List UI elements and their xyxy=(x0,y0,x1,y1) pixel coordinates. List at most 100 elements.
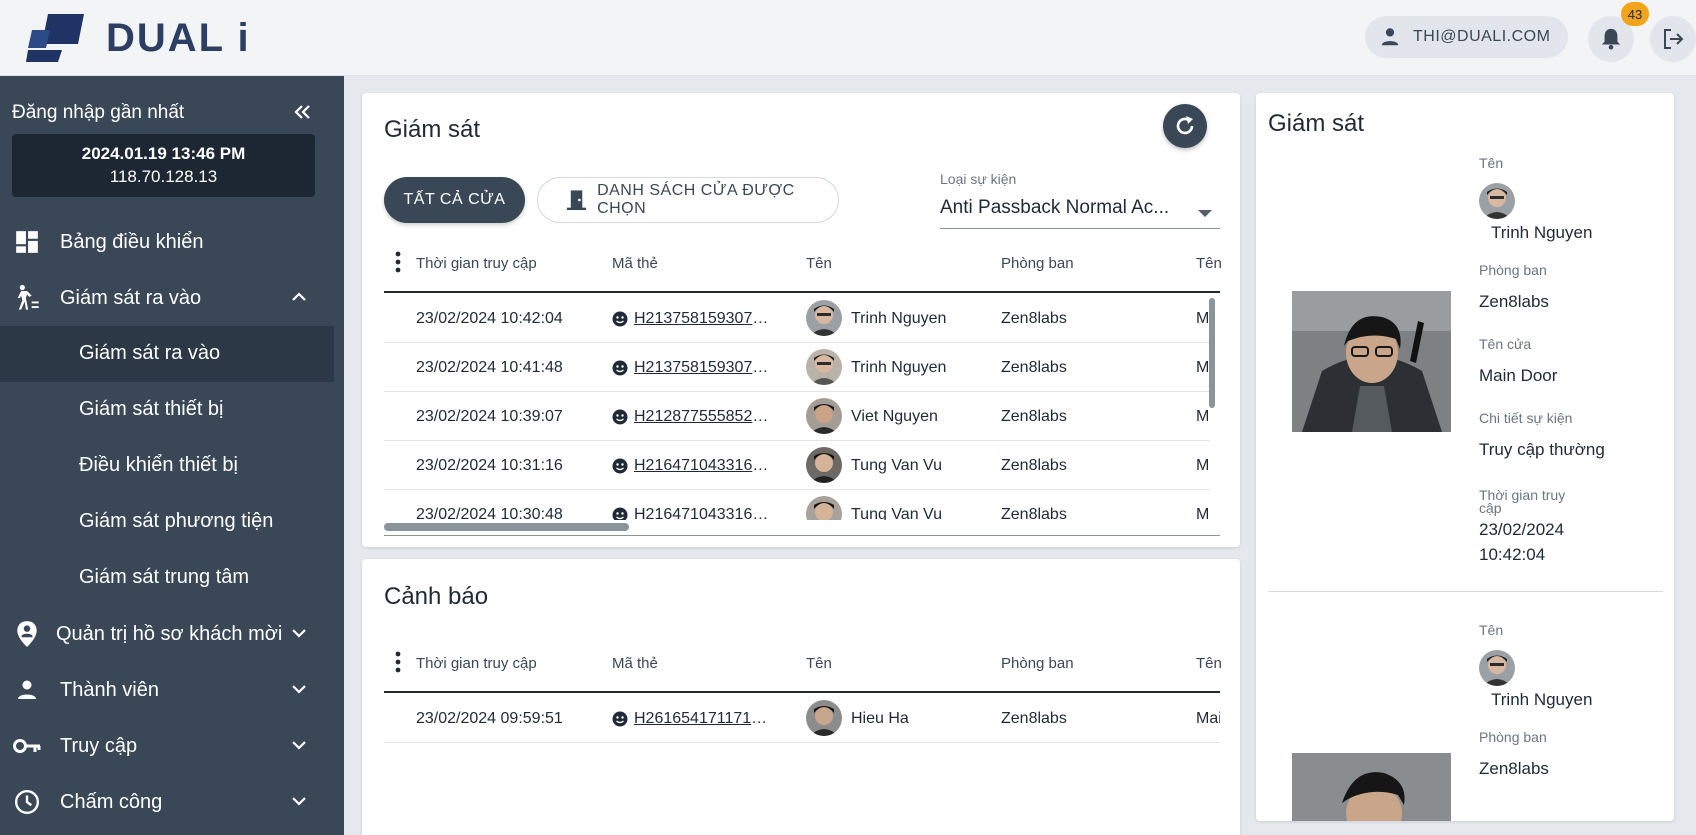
horizontal-scrollbar[interactable] xyxy=(384,523,629,531)
cell-name: Hieu Ha xyxy=(851,710,909,727)
avatar xyxy=(806,300,842,336)
avatar xyxy=(1479,183,1515,219)
vertical-scrollbar[interactable] xyxy=(1209,298,1215,408)
face-capture-photo xyxy=(1292,753,1451,821)
column-header-door[interactable]: Tên xyxy=(1196,255,1222,272)
sidebar-subitem-center-monitoring[interactable]: Giám sát trung tâm xyxy=(0,550,334,606)
brand-logo[interactable]: DUAL i xyxy=(26,14,251,62)
alert-table: Thời gian truy cập Mã thẻ Tên Phòng ban … xyxy=(384,637,1222,767)
table-header: Thời gian truy cập Mã thẻ Tên Phòng ban … xyxy=(384,637,1222,693)
table-row[interactable]: 23/02/2024 10:39:07 H2128775558524… Viet… xyxy=(384,392,1210,441)
column-header-department[interactable]: Phòng ban xyxy=(1001,655,1074,672)
sidebar-subitem-device-control[interactable]: Điều khiển thiết bị xyxy=(0,438,334,494)
avatar xyxy=(806,349,842,385)
sidebar-subitem-device-monitoring[interactable]: Giám sát thiết bị xyxy=(0,382,334,438)
column-header-time[interactable]: Thời gian truy cập xyxy=(416,655,537,672)
card-id-link[interactable]: H2616541711710… xyxy=(634,710,774,727)
detail-department: Zen8labs xyxy=(1479,759,1549,778)
cell-card: H2164710433164… xyxy=(612,506,774,520)
cell-card: H2137581593078… xyxy=(612,310,774,328)
sidebar-item-timekeeping[interactable]: Chấm công xyxy=(0,774,334,830)
face-capture-photo xyxy=(1292,291,1451,432)
chevron-down-icon xyxy=(290,736,308,759)
cell-card: H2164710433164… xyxy=(612,457,774,475)
collapse-sidebar-button[interactable] xyxy=(292,102,312,127)
face-icon xyxy=(612,360,628,376)
cell-door: M xyxy=(1196,359,1210,376)
table-row[interactable]: 23/02/2024 10:31:16 H2164710433164… Tung… xyxy=(384,441,1210,490)
avatar xyxy=(1479,650,1515,686)
detail-time-clock: 10:42:04 xyxy=(1479,545,1546,564)
column-header-time[interactable]: Thời gian truy cập xyxy=(416,255,537,272)
table-row[interactable]: 23/02/2024 10:30:48 H2164710433164… Tung… xyxy=(384,490,1210,520)
cell-department: Zen8labs xyxy=(1001,408,1067,425)
detail-event-label: Chi tiết sự kiện xyxy=(1479,410,1573,426)
card-id-link[interactable]: H2164710433164… xyxy=(634,506,774,520)
detail-time-date: 23/02/2024 xyxy=(1479,520,1565,539)
detail-name-label: Tên xyxy=(1479,622,1504,638)
chevron-up-icon xyxy=(290,288,308,311)
sidebar-subitem-label: Giám sát phương tiện xyxy=(79,510,274,532)
alert-panel: Cảnh báo Thời gian truy cập Mã thẻ Tên P… xyxy=(362,559,1240,835)
avatar xyxy=(806,398,842,434)
clock-icon xyxy=(13,788,41,816)
logout-icon xyxy=(1664,29,1684,49)
panel-title: Giám sát xyxy=(1268,110,1365,137)
cell-time: 23/02/2024 10:42:04 xyxy=(416,310,563,327)
cell-time: 23/02/2024 10:41:48 xyxy=(416,359,563,376)
table-row[interactable]: 23/02/2024 09:59:51 H2616541711710… Hieu… xyxy=(384,694,1220,743)
column-header-name[interactable]: Tên xyxy=(806,655,832,672)
cell-door: Mai xyxy=(1196,710,1220,727)
detail-name: Trinh Nguyen xyxy=(1491,690,1593,709)
detail-department-label: Phòng ban xyxy=(1479,729,1547,745)
event-type-value: Anti Passback Normal Ac... xyxy=(940,197,1170,218)
cell-department: Zen8labs xyxy=(1001,710,1067,727)
event-type-label: Loại sự kiện xyxy=(940,171,1017,187)
avatar xyxy=(806,496,842,520)
column-header-department[interactable]: Phòng ban xyxy=(1001,255,1074,272)
detail-department: Zen8labs xyxy=(1479,292,1549,311)
cell-department: Zen8labs xyxy=(1001,359,1067,376)
cell-name: Viet Nguyen xyxy=(851,408,938,425)
card-id-link[interactable]: H2128775558524… xyxy=(634,408,774,425)
sidebar-item-dashboard[interactable]: Bảng điều khiển xyxy=(0,214,334,270)
refresh-button[interactable] xyxy=(1163,104,1207,148)
sidebar-item-members[interactable]: Thành viên xyxy=(0,662,334,718)
sidebar-item-access-monitoring[interactable]: Giám sát ra vào xyxy=(0,270,334,326)
table-row[interactable]: 23/02/2024 10:42:04 H2137581593078… Trin… xyxy=(384,294,1210,343)
all-doors-button[interactable]: TẤT CẢ CỬA xyxy=(384,177,525,223)
card-id-link[interactable]: H2137581593078… xyxy=(634,359,774,376)
detail-name: Trinh Nguyen xyxy=(1491,223,1593,242)
detail-department-label: Phòng ban xyxy=(1479,262,1547,278)
selected-doors-label: DANH SÁCH CỬA ĐƯỢC CHỌN xyxy=(597,182,795,217)
avatar xyxy=(806,447,842,483)
brand-name: DUAL i xyxy=(106,16,251,60)
sidebar-item-access[interactable]: Truy cập xyxy=(0,718,334,774)
card-id-link[interactable]: H2164710433164… xyxy=(634,457,774,474)
person-icon xyxy=(13,676,41,704)
table-header: Thời gian truy cập Mã thẻ Tên Phòng ban … xyxy=(384,237,1222,293)
face-icon xyxy=(612,409,628,425)
sidebar-item-guest-profiles[interactable]: Quản trị hồ sơ khách mời xyxy=(0,606,334,662)
column-menu-button[interactable] xyxy=(395,651,401,678)
avatar xyxy=(806,700,842,736)
column-header-card[interactable]: Mã thẻ xyxy=(612,255,658,272)
card-id-link[interactable]: H2137581593078… xyxy=(634,310,774,327)
guest-profile-icon xyxy=(13,620,41,648)
logout-button[interactable] xyxy=(1650,16,1696,62)
column-menu-button[interactable] xyxy=(395,251,401,278)
user-account-button[interactable]: THI@DUALI.COM xyxy=(1365,16,1568,58)
face-icon xyxy=(612,458,628,474)
selected-doors-button[interactable]: DANH SÁCH CỬA ĐƯỢC CHỌN xyxy=(537,177,839,223)
sidebar-subitem-vehicle-monitoring[interactable]: Giám sát phương tiện xyxy=(0,494,334,550)
dropdown-arrow-icon xyxy=(1198,205,1212,223)
more-vertical-icon xyxy=(395,251,401,273)
sidebar-subitem-access-monitoring[interactable]: Giám sát ra vào xyxy=(0,326,334,382)
table-row[interactable]: 23/02/2024 10:41:48 H2137581593078… Trin… xyxy=(384,343,1210,392)
column-header-door[interactable]: Tên xyxy=(1196,655,1222,672)
column-header-card[interactable]: Mã thẻ xyxy=(612,655,658,672)
column-header-name[interactable]: Tên xyxy=(806,255,832,272)
top-header: DUAL i THI@DUALI.COM 43 xyxy=(0,0,1696,76)
cell-card: H2137581593078… xyxy=(612,359,774,377)
sidebar-subitem-label: Giám sát trung tâm xyxy=(79,566,250,588)
